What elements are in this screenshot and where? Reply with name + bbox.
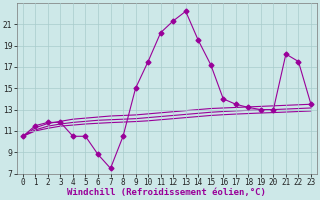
X-axis label: Windchill (Refroidissement éolien,°C): Windchill (Refroidissement éolien,°C) [68,188,266,197]
